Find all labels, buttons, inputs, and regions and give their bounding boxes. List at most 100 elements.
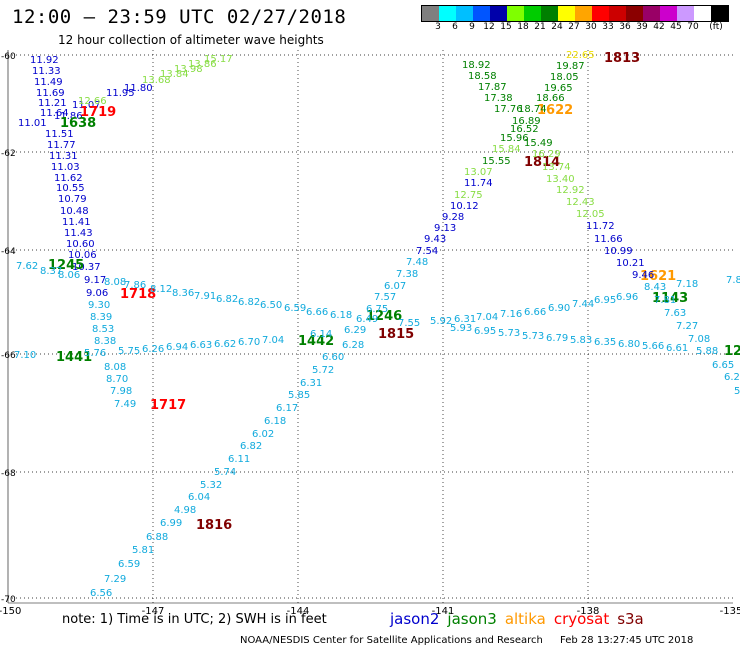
wave-height-value: 22.65 bbox=[566, 50, 595, 61]
wave-height-value: 6.62 bbox=[214, 339, 236, 350]
wave-height-value: 7.8 bbox=[726, 275, 740, 286]
wave-height-value: 15.96 bbox=[500, 133, 529, 144]
wave-height-value: 11.62 bbox=[54, 173, 83, 184]
wave-height-value: 10.79 bbox=[58, 194, 87, 205]
wave-height-value: 11.33 bbox=[32, 66, 61, 77]
wave-height-value: 10.99 bbox=[604, 246, 633, 257]
wave-height-value: 11.86 bbox=[54, 111, 83, 122]
wave-height-value: 6.61 bbox=[666, 343, 688, 354]
wave-height-value: 7.54 bbox=[416, 246, 438, 257]
wave-height-value: 10.48 bbox=[60, 206, 89, 217]
satellite-s3a: s3a bbox=[617, 610, 644, 628]
wave-height-value: 8.53 bbox=[92, 324, 114, 335]
wave-height-value: 11.72 bbox=[586, 221, 615, 232]
wave-height-value: 7.91 bbox=[194, 291, 216, 302]
wave-height-value: 6.82 bbox=[240, 441, 262, 452]
wave-height-value: 18.66 bbox=[536, 93, 565, 104]
wave-height-value: 5.32 bbox=[200, 480, 222, 491]
pass-time-label: 1815 bbox=[378, 327, 414, 342]
lon-tick-label: -138 bbox=[577, 606, 600, 617]
wave-height-value: 6.82 bbox=[238, 297, 260, 308]
lat-tick-label: -62 bbox=[1, 149, 16, 159]
pass-time-label: 1246 bbox=[366, 309, 402, 324]
legend-swatch bbox=[524, 6, 541, 21]
wave-height-value: 6.49 bbox=[356, 314, 378, 325]
wave-height-value: 5.76 bbox=[84, 348, 106, 359]
wave-height-value: 6.59 bbox=[118, 559, 140, 570]
legend-label: 30 bbox=[585, 22, 597, 32]
wave-height-value: 13.40 bbox=[546, 174, 575, 185]
wave-height-value: 11.95 bbox=[106, 88, 135, 99]
wave-height-value: 5.72 bbox=[312, 365, 334, 376]
legend-swatch bbox=[439, 6, 456, 21]
legend-swatch bbox=[711, 6, 728, 21]
wave-height-value: 15.84 bbox=[492, 144, 521, 155]
wave-height-value: 5.83 bbox=[570, 335, 592, 346]
wave-height-value: 6.79 bbox=[546, 333, 568, 344]
lon-tick-label: -150 bbox=[0, 606, 21, 617]
wave-height-value: 16.52 bbox=[510, 124, 539, 135]
wave-height-value: 5.75 bbox=[118, 346, 140, 357]
pass-time-label: 1814 bbox=[524, 155, 560, 170]
wave-height-value: 6.88 bbox=[146, 532, 168, 543]
wave-height-value: 6.63 bbox=[190, 340, 212, 351]
wave-height-value: 8.43 bbox=[644, 282, 666, 293]
wave-height-value: 7.29 bbox=[104, 574, 126, 585]
lon-tick-label: -135 bbox=[720, 606, 740, 617]
legend-swatch bbox=[422, 6, 439, 21]
wave-height-value: 13.84 bbox=[160, 69, 189, 80]
wave-height-value: 6.66 bbox=[524, 307, 546, 318]
axis-ticks: -150 -147 -144 -141 -138 -135 -60 -62 -64 -66 -68 -… bbox=[0, 52, 740, 617]
wave-height-value: 10.55 bbox=[56, 183, 85, 194]
wave-height-value: 18.05 bbox=[550, 72, 579, 83]
legend-swatch bbox=[456, 6, 473, 21]
legend-label: 27 bbox=[568, 22, 580, 32]
wave-height-value: 9.46 bbox=[632, 270, 654, 281]
wave-height-value: 6.95 bbox=[474, 326, 496, 337]
satellite-legend: jason2 jason3 altika cryosat s3a bbox=[390, 610, 652, 628]
legend-label: 15 bbox=[500, 22, 512, 32]
legend-swatch bbox=[677, 6, 694, 21]
wave-height-value: 7.38 bbox=[396, 269, 418, 280]
footer-timestamp: Feb 28 13:27:45 UTC 2018 bbox=[560, 635, 694, 646]
wave-height-value: 15.49 bbox=[524, 138, 553, 149]
footer-credit: NOAA/NESDIS Center for Satellite Applica… bbox=[240, 635, 543, 646]
wave-height-value: 7.62 bbox=[16, 261, 38, 272]
wave-height-value: 6.59 bbox=[284, 303, 306, 314]
wave-height-value: 6.90 bbox=[548, 303, 570, 314]
lat-tick-label: -64 bbox=[1, 247, 16, 257]
legend-swatch bbox=[609, 6, 626, 21]
wave-height-value: 7.08 bbox=[688, 334, 710, 345]
wave-height-value: 18.74 bbox=[518, 104, 547, 115]
wave-height-value: 7.10 bbox=[14, 350, 36, 361]
wave-height-value: 6.2 bbox=[724, 372, 740, 383]
wave-height-value: 12.75 bbox=[454, 190, 483, 201]
wave-height-value: 11.49 bbox=[34, 77, 63, 88]
wave-height-value: 7.04 bbox=[476, 312, 498, 323]
legend-swatch bbox=[507, 6, 524, 21]
lat-tick-label: -60 bbox=[1, 52, 16, 62]
grid-lines bbox=[7, 50, 733, 604]
wave-height-value: 11.80 bbox=[124, 83, 153, 94]
legend-label: 6 bbox=[452, 22, 458, 32]
wave-height-value: 6.60 bbox=[322, 352, 344, 363]
legend-label: 70 bbox=[687, 22, 699, 32]
pass-time-label: 1442 bbox=[298, 334, 334, 349]
wave-height-value: 15.55 bbox=[482, 156, 511, 167]
legend-swatch bbox=[575, 6, 592, 21]
wave-height-value: 10.37 bbox=[72, 262, 101, 273]
lat-tick-label: -68 bbox=[1, 469, 16, 479]
wave-height-value: 7.49 bbox=[114, 399, 136, 410]
wave-height-value: 6.29 bbox=[344, 325, 366, 336]
lat-tick-label: -66 bbox=[1, 351, 16, 361]
pass-time-label: 1621 bbox=[640, 269, 676, 284]
wave-height-value: 17.76 bbox=[494, 104, 523, 115]
wave-height-value: 6.11 bbox=[228, 454, 250, 465]
wave-height-value: 7.48 bbox=[406, 257, 428, 268]
wave-height-value: 12.43 bbox=[566, 197, 595, 208]
wave-height-value: 6.07 bbox=[384, 281, 406, 292]
pass-time-label: 1717 bbox=[150, 398, 186, 413]
legend-swatch bbox=[694, 6, 711, 21]
wave-height-value: 16.89 bbox=[512, 116, 541, 127]
